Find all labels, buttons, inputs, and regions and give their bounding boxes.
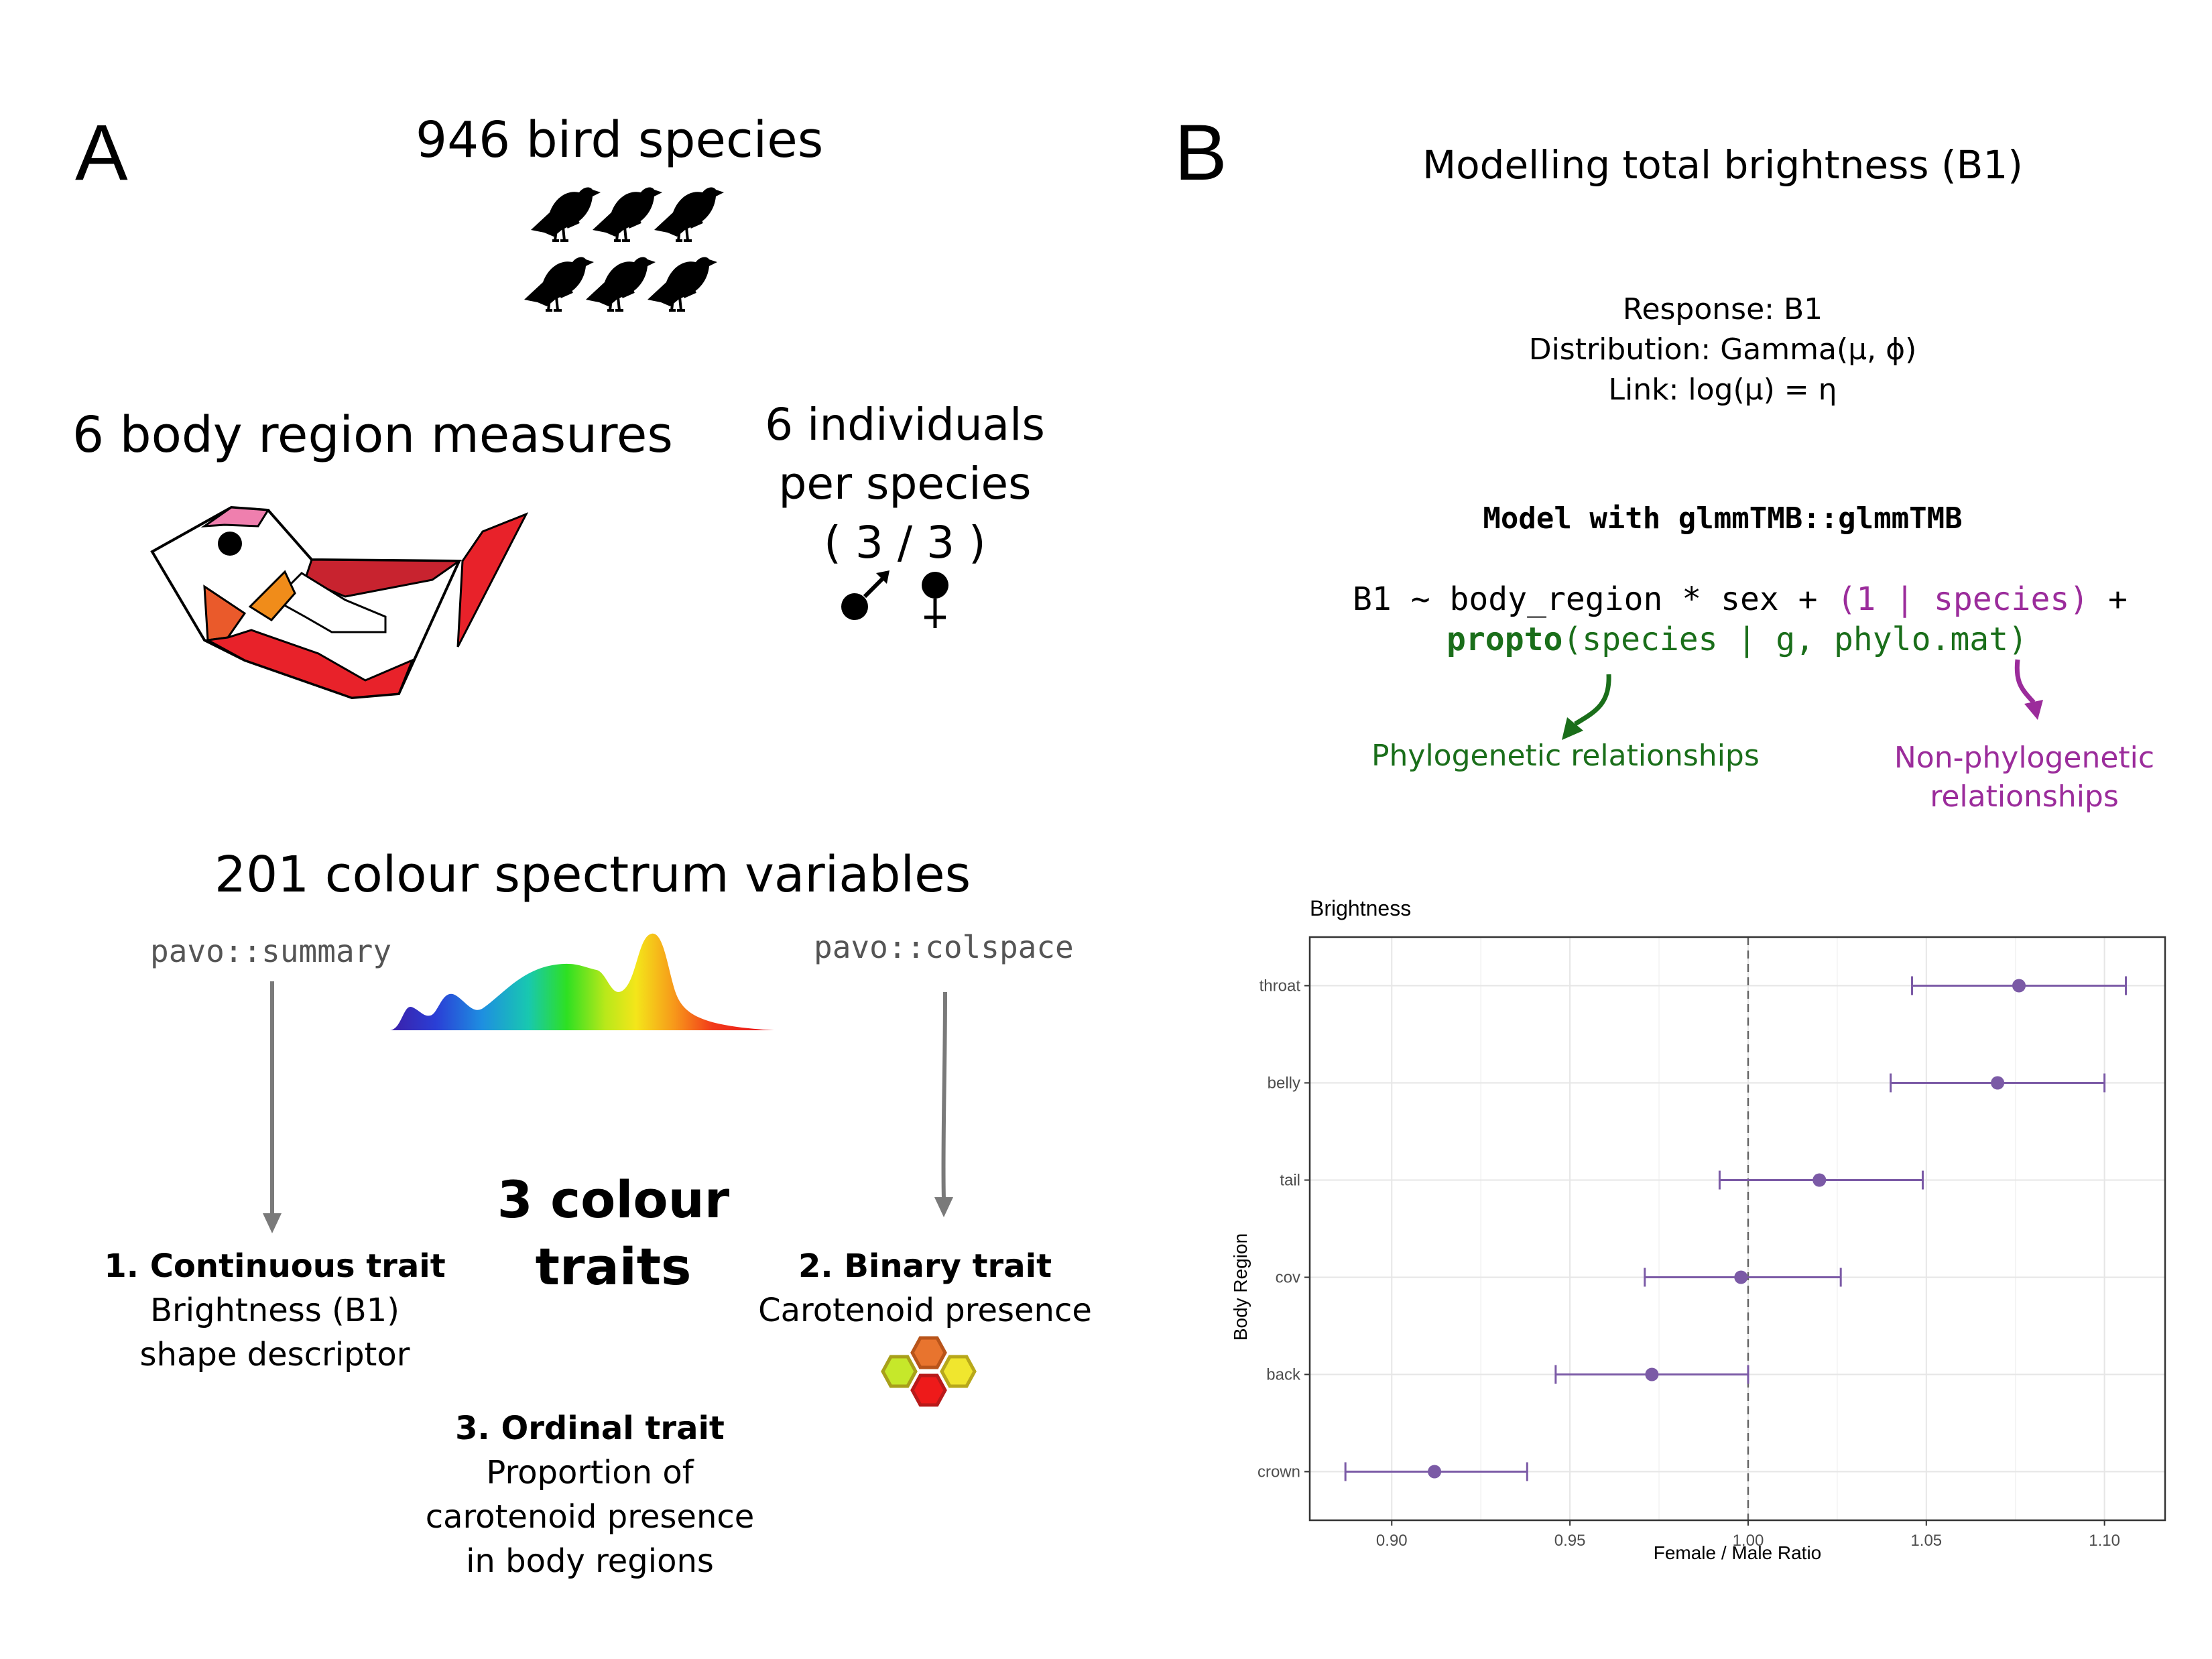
- y-tick-label: back: [1266, 1366, 1301, 1384]
- formula-plus: +: [2089, 580, 2128, 618]
- formula-propto: propto: [1447, 621, 1563, 658]
- panel-a-letter: A: [75, 109, 128, 197]
- formula-line-1: B1 ~ body_region * sex + (1 | species) +: [1353, 580, 2128, 618]
- estimate-point: [1991, 1076, 2005, 1090]
- nonphylo-label-line-1: Non-phylogenetic: [1894, 741, 2155, 775]
- trait-3: 3. Ordinal trait Proportion of carotenoi…: [389, 1406, 791, 1583]
- spectrum-title: 201 colour spectrum variables: [214, 846, 971, 904]
- y-tick-label: throat: [1259, 977, 1301, 995]
- individuals-text: 6 individuals per species ( 3 / 3 ): [724, 395, 1086, 572]
- spec-distribution: Distribution: Gamma(μ, ϕ): [1528, 332, 1917, 367]
- spec-link: Link: log(μ) = η: [1608, 373, 1837, 407]
- trait-2: 2. Binary trait Carotenoid presence: [737, 1244, 1113, 1333]
- x-tick-label: 1.00: [1733, 1532, 1764, 1550]
- hexagon-cluster-icon: [881, 1336, 977, 1407]
- phylo-label: Phylogenetic relationships: [1371, 739, 1760, 773]
- female-symbol-icon: [922, 572, 948, 628]
- trait-2-title: 2. Binary trait: [798, 1247, 1052, 1285]
- formula-line-2: propto(species | g, phylo.mat): [1447, 621, 2028, 658]
- trait-3-line-1: Proportion of: [486, 1454, 694, 1491]
- y-tick-label: crown: [1257, 1463, 1300, 1481]
- estimate-point: [1734, 1270, 1748, 1284]
- traits-title-line-1: 3 colour: [497, 1170, 730, 1229]
- y-axis-label: Body Region: [1230, 1233, 1251, 1341]
- individuals-line-2: per species: [778, 458, 1032, 509]
- nonphylo-label-line-2: relationships: [1930, 780, 2119, 814]
- male-symbol-icon: [841, 570, 889, 620]
- formula-phylo-term: (species | g, phylo.mat): [1562, 621, 2028, 658]
- colour-spectrum-icon: [390, 933, 774, 1030]
- formula-random-species: (1 | species): [1837, 580, 2089, 618]
- nonphylo-arrow: [2014, 659, 2043, 720]
- trait-1: 1. Continuous trait Brightness (B1) shap…: [87, 1244, 463, 1377]
- trait-1-line-2: shape descriptor: [139, 1336, 410, 1373]
- spec-response: Response: B1: [1622, 292, 1823, 326]
- colspace-function: pavo::colspace: [814, 929, 1074, 965]
- colspace-arrow: [934, 991, 953, 1217]
- trait-3-title: 3. Ordinal trait: [455, 1410, 725, 1447]
- chart-title: Brightness: [1310, 896, 1411, 920]
- axes: 0.90 0.95 1.00 1.05 1.10 throat belly tail cov ba…: [1257, 936, 2166, 1550]
- y-tick-label: belly: [1268, 1074, 1300, 1093]
- sex-symbols: [841, 570, 948, 628]
- x-tick-label: 1.10: [2089, 1532, 2120, 1550]
- model-spec: Response: B1 Distribution: Gamma(μ, ϕ) L…: [1455, 290, 1991, 410]
- model-title: Modelling total brightness (B1): [1422, 142, 2023, 188]
- body-region-title: 6 body region measures: [72, 406, 673, 464]
- estimate-point: [1645, 1367, 1659, 1381]
- x-tick-label: 1.05: [1910, 1532, 1942, 1550]
- individuals-line-3: ( 3 / 3 ): [824, 517, 986, 568]
- estimate-point: [1428, 1465, 1442, 1479]
- bird-silhouette-icon: [523, 186, 725, 312]
- plot-border: [1308, 936, 2166, 1522]
- summary-function: pavo::summary: [150, 933, 392, 969]
- traits-title-line-2: traits: [535, 1237, 692, 1296]
- y-tick-label: cov: [1276, 1269, 1300, 1287]
- trait-3-line-2: carotenoid presence: [425, 1498, 755, 1536]
- traits-title: 3 colour traits: [429, 1166, 798, 1300]
- phylo-arrow: [1562, 674, 1611, 740]
- panel-b-letter: B: [1174, 109, 1227, 197]
- species-count-title: 946 bird species: [416, 111, 824, 169]
- grid: [1310, 937, 2165, 1520]
- model-heading: Model with glmmTMB::glmmTMB: [1483, 501, 1963, 536]
- bird-region-diagram-icon: [150, 505, 529, 700]
- summary-arrow: [263, 981, 282, 1233]
- estimate-point: [2012, 979, 2026, 993]
- y-tick-label: tail: [1280, 1172, 1300, 1190]
- trait-1-title: 1. Continuous trait: [104, 1247, 446, 1285]
- x-axis-label: Female / Male Ratio: [1654, 1542, 1822, 1563]
- x-tick-label: 0.90: [1376, 1532, 1408, 1550]
- x-tick-label: 0.95: [1554, 1532, 1586, 1550]
- trait-3-line-3: in body regions: [466, 1542, 714, 1580]
- trait-2-line-1: Carotenoid presence: [758, 1292, 1092, 1329]
- estimate-point: [1812, 1173, 1827, 1187]
- brightness-chart: Brightness Female / Male Ratio Body Regi…: [1230, 896, 2166, 1563]
- trait-1-line-1: Brightness (B1): [150, 1292, 400, 1329]
- nonphylo-label: Non-phylogenetic relationships: [1857, 739, 2192, 816]
- individuals-line-1: 6 individuals: [765, 399, 1045, 450]
- chart-marks: [1344, 937, 2128, 1520]
- formula-fixed: B1 ~ body_region * sex +: [1353, 580, 1837, 618]
